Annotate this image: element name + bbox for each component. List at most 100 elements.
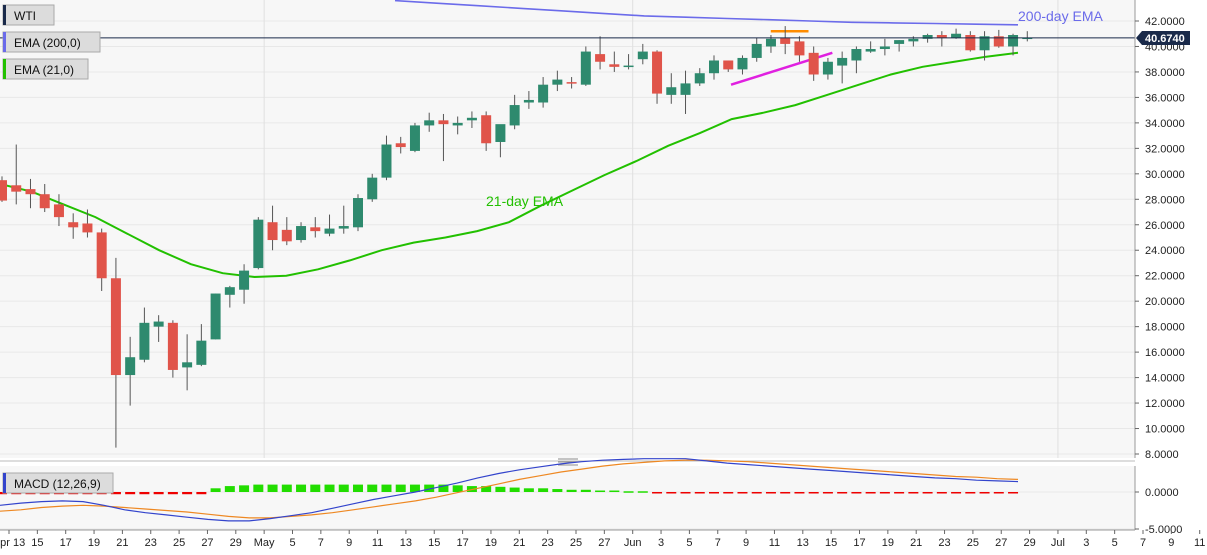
candle — [580, 46, 591, 86]
candle-body — [353, 198, 363, 228]
macd-histogram-bar — [637, 491, 648, 493]
candle-body — [908, 38, 919, 42]
macd-tick-label: -5.0000 — [1145, 524, 1182, 536]
candle-body — [239, 270, 250, 290]
time-tick-label: 23 — [145, 537, 157, 549]
macd-histogram-bar — [580, 489, 591, 492]
candle — [25, 178, 36, 209]
candle — [409, 122, 420, 153]
main-grid — [0, 0, 1135, 458]
legend-macd[interactable]: MACD (12,26,9) — [2, 472, 114, 494]
time-tick-label: 19 — [88, 537, 100, 549]
legend-wti[interactable]: WTI — [2, 4, 55, 26]
candle-body — [737, 57, 748, 70]
time-tick-label: 7 — [715, 537, 721, 549]
candle-body — [709, 60, 719, 74]
macd-histogram-bar — [210, 488, 221, 492]
candle — [751, 37, 762, 62]
macd-histogram-bar — [182, 492, 193, 495]
candle — [894, 40, 905, 52]
macd-histogram-bar — [310, 484, 321, 492]
macd-histogram-bar — [808, 492, 819, 494]
candle-body — [751, 43, 762, 58]
candle — [936, 31, 947, 47]
macd-histogram-bar — [680, 492, 691, 494]
macd-histogram-bar — [538, 488, 549, 492]
macd-histogram-bar — [438, 484, 449, 492]
macd-histogram-bar — [723, 492, 734, 494]
macd-line — [0, 458, 1019, 522]
time-tick-label: 29 — [1023, 537, 1035, 549]
ema200-line — [394, 0, 1019, 26]
candle-body — [409, 125, 420, 151]
macd-histogram-bar — [865, 492, 876, 494]
candle-body — [0, 180, 7, 201]
time-tick-label: Jun — [624, 537, 642, 549]
macd-histogram-bar — [951, 492, 962, 494]
macd-histogram-bar — [851, 492, 862, 494]
price-tick-label: 16.0000 — [1145, 347, 1185, 359]
macd-tick-label: 0.0000 — [1145, 487, 1179, 499]
macd-histogram-bar — [879, 492, 890, 494]
candle-body — [296, 226, 307, 241]
candle — [224, 285, 235, 308]
candle-body — [25, 189, 36, 195]
time-tick-label: 5 — [686, 537, 692, 549]
legend-ema21[interactable]: EMA (21,0) — [2, 58, 89, 80]
price-tick-label: 36.0000 — [1145, 92, 1185, 104]
macd-histogram-bar — [780, 492, 791, 494]
candle — [552, 70, 563, 92]
candle-body — [495, 124, 506, 142]
candle-body — [367, 177, 378, 200]
time-tick-label: 7 — [318, 537, 324, 549]
candle-body — [395, 143, 406, 148]
macd-histogram-bar — [566, 489, 577, 492]
candle-body — [808, 52, 819, 75]
candle-body — [253, 219, 264, 269]
candle — [879, 38, 890, 56]
candle — [239, 264, 250, 304]
candle — [452, 116, 463, 135]
candle-body — [267, 222, 278, 241]
time-tick-label: 27 — [598, 537, 610, 549]
macd-histogram-bar — [595, 490, 606, 493]
price-tick-label: 38.0000 — [1145, 67, 1185, 79]
candle-body — [481, 115, 492, 144]
macd-histogram-bar — [139, 492, 150, 495]
candle-body — [652, 51, 663, 94]
macd-histogram-bar — [552, 489, 563, 492]
candle-body — [637, 51, 648, 60]
time-tick-label: 25 — [967, 537, 979, 549]
price-tick-label: 34.0000 — [1145, 118, 1185, 130]
candle-body — [580, 51, 591, 85]
time-tick-label: 11 — [1194, 537, 1205, 549]
macd-histogram-bar — [993, 492, 1004, 494]
candle — [694, 68, 705, 86]
macd-histogram-bar — [338, 484, 349, 492]
legend-wti-label: WTI — [14, 9, 36, 23]
candle — [466, 111, 477, 128]
time-tick-label: 21 — [116, 537, 128, 549]
time-tick-label: 19 — [485, 537, 497, 549]
time-tick-label: 15 — [428, 537, 440, 549]
time-tick-label: 21 — [513, 537, 525, 549]
candle — [808, 46, 819, 81]
legend-ema200[interactable]: EMA (200,0) — [2, 31, 101, 53]
macd-histogram-bar — [495, 486, 506, 492]
macd-lines-layer — [0, 458, 1019, 522]
macd-histogram-bar — [751, 492, 762, 494]
candle-body — [566, 82, 577, 84]
time-tick-label: 5 — [289, 537, 295, 549]
candle — [395, 136, 406, 154]
candle-body — [182, 362, 193, 368]
time-tick-label: 25 — [570, 537, 582, 549]
candle — [1008, 33, 1019, 56]
legend-ema200-label: EMA (200,0) — [14, 36, 81, 50]
time-tick-label: 11 — [769, 537, 780, 549]
macd-histogram-bar — [167, 492, 178, 495]
time-tick-label: 7 — [1140, 537, 1146, 549]
ema21-layer — [0, 51, 1019, 279]
time-tick-label: 27 — [995, 537, 1007, 549]
candle-body — [110, 278, 121, 376]
